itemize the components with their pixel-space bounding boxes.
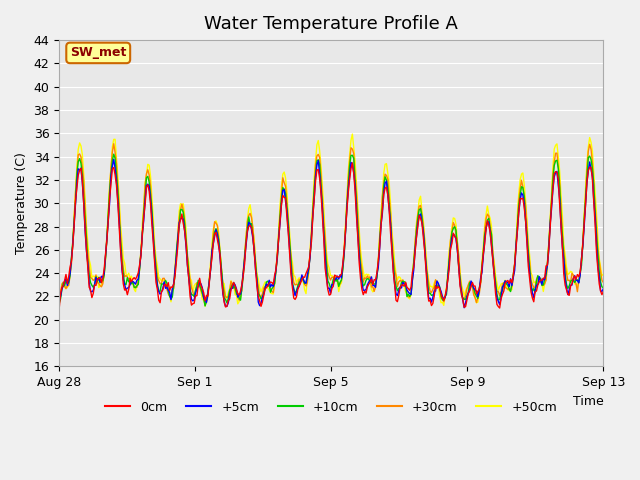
+50cm — [349, 131, 356, 137]
+5cm — [600, 286, 607, 291]
+10cm — [273, 255, 281, 261]
+30cm — [401, 282, 408, 288]
+50cm — [272, 267, 280, 273]
+50cm — [600, 271, 607, 277]
+30cm — [236, 298, 243, 303]
+30cm — [454, 240, 461, 245]
+5cm — [399, 279, 406, 285]
+30cm — [600, 279, 607, 285]
+50cm — [454, 238, 461, 243]
0cm — [121, 287, 129, 293]
+10cm — [122, 282, 130, 288]
Line: +5cm: +5cm — [59, 159, 604, 308]
+10cm — [110, 151, 118, 157]
0cm — [449, 230, 457, 236]
+30cm — [201, 302, 209, 308]
+5cm — [55, 299, 63, 304]
Line: +10cm: +10cm — [59, 154, 604, 306]
+50cm — [55, 299, 63, 304]
X-axis label: Time: Time — [573, 395, 604, 408]
+10cm — [454, 245, 461, 251]
Title: Water Temperature Profile A: Water Temperature Profile A — [204, 15, 458, 33]
+10cm — [201, 303, 209, 309]
+5cm — [234, 294, 242, 300]
0cm — [349, 160, 356, 166]
+50cm — [121, 260, 129, 266]
Line: +50cm: +50cm — [59, 134, 604, 306]
+30cm — [110, 141, 118, 146]
+5cm — [122, 287, 130, 293]
+10cm — [401, 279, 408, 285]
+5cm — [272, 267, 280, 273]
+50cm — [234, 301, 242, 307]
+10cm — [451, 224, 458, 229]
Legend: 0cm, +5cm, +10cm, +30cm, +50cm: 0cm, +5cm, +10cm, +30cm, +50cm — [100, 396, 562, 419]
+30cm — [122, 273, 130, 278]
+50cm — [201, 303, 209, 309]
+10cm — [55, 300, 63, 306]
0cm — [600, 288, 607, 294]
Y-axis label: Temperature (C): Temperature (C) — [15, 152, 28, 254]
0cm — [452, 235, 460, 241]
+30cm — [451, 223, 458, 228]
0cm — [55, 306, 63, 312]
0cm — [399, 282, 406, 288]
+50cm — [401, 283, 408, 288]
Text: SW_met: SW_met — [70, 47, 127, 60]
Line: 0cm: 0cm — [59, 163, 604, 309]
+10cm — [600, 285, 607, 290]
0cm — [271, 272, 278, 278]
+5cm — [449, 231, 457, 237]
+30cm — [55, 296, 63, 302]
+5cm — [110, 156, 118, 162]
Line: +30cm: +30cm — [59, 144, 604, 305]
+30cm — [273, 251, 281, 256]
0cm — [232, 287, 240, 293]
+5cm — [452, 236, 460, 242]
+5cm — [460, 305, 468, 311]
+50cm — [451, 216, 458, 221]
+10cm — [236, 295, 243, 301]
